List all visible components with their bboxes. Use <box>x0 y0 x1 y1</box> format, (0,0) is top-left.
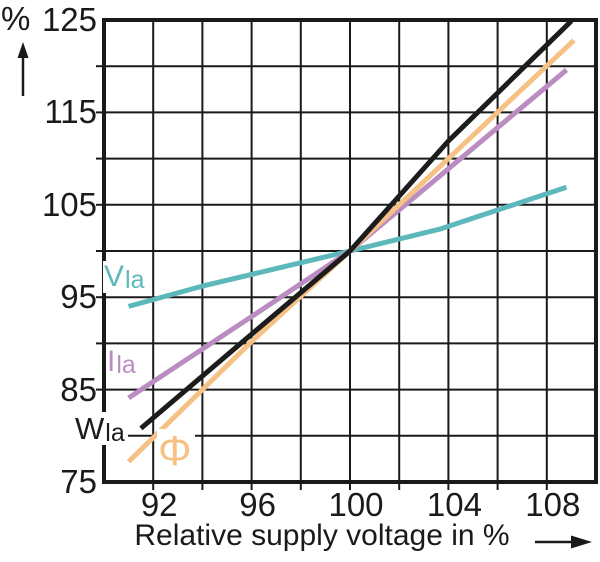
y-tick-label-115: 115 <box>44 93 97 131</box>
plot-border <box>102 18 598 484</box>
series-label-Phi: Φ <box>157 429 195 473</box>
x-tick-label-96: 96 <box>239 486 276 523</box>
series-label-V_la: Vla <box>103 260 148 294</box>
y-tick-label-75: 75 <box>60 463 97 500</box>
series-line-W_la <box>139 19 574 431</box>
series-label-sub-I_la: la <box>116 351 136 379</box>
y-tick-label-85: 85 <box>60 370 97 408</box>
series-label-W_la: Wla <box>74 411 128 447</box>
x-axis-right-arrow-icon <box>535 535 592 549</box>
x-tick-label-108: 108 <box>525 486 581 523</box>
y-axis-unit-label: % <box>1 0 31 37</box>
y-tick-label-105: 105 <box>41 185 97 223</box>
series-label-main-Phi: Φ <box>158 427 192 474</box>
y-axis-up-arrow-icon <box>17 42 29 96</box>
y-tick-label-95: 95 <box>60 278 97 316</box>
series-label-I_la: Ila <box>106 346 139 378</box>
x-tick-label-104: 104 <box>426 486 482 523</box>
series-line-V_la <box>127 184 568 309</box>
series-label-main-V_la: V <box>104 260 125 293</box>
x-tick-label-92: 92 <box>140 486 178 523</box>
series-label-sub-W_la: la <box>105 419 125 447</box>
x-axis-title: Relative supply voltage in % <box>134 519 510 552</box>
series-label-main-I_la: I <box>107 345 116 378</box>
series-line-I_la <box>127 67 569 400</box>
y-tick-label-125: 125 <box>41 1 97 38</box>
series-label-sub-V_la: la <box>125 266 145 294</box>
x-tick-label-100: 100 <box>328 486 384 523</box>
series-label-main-W_la: W <box>75 411 105 446</box>
